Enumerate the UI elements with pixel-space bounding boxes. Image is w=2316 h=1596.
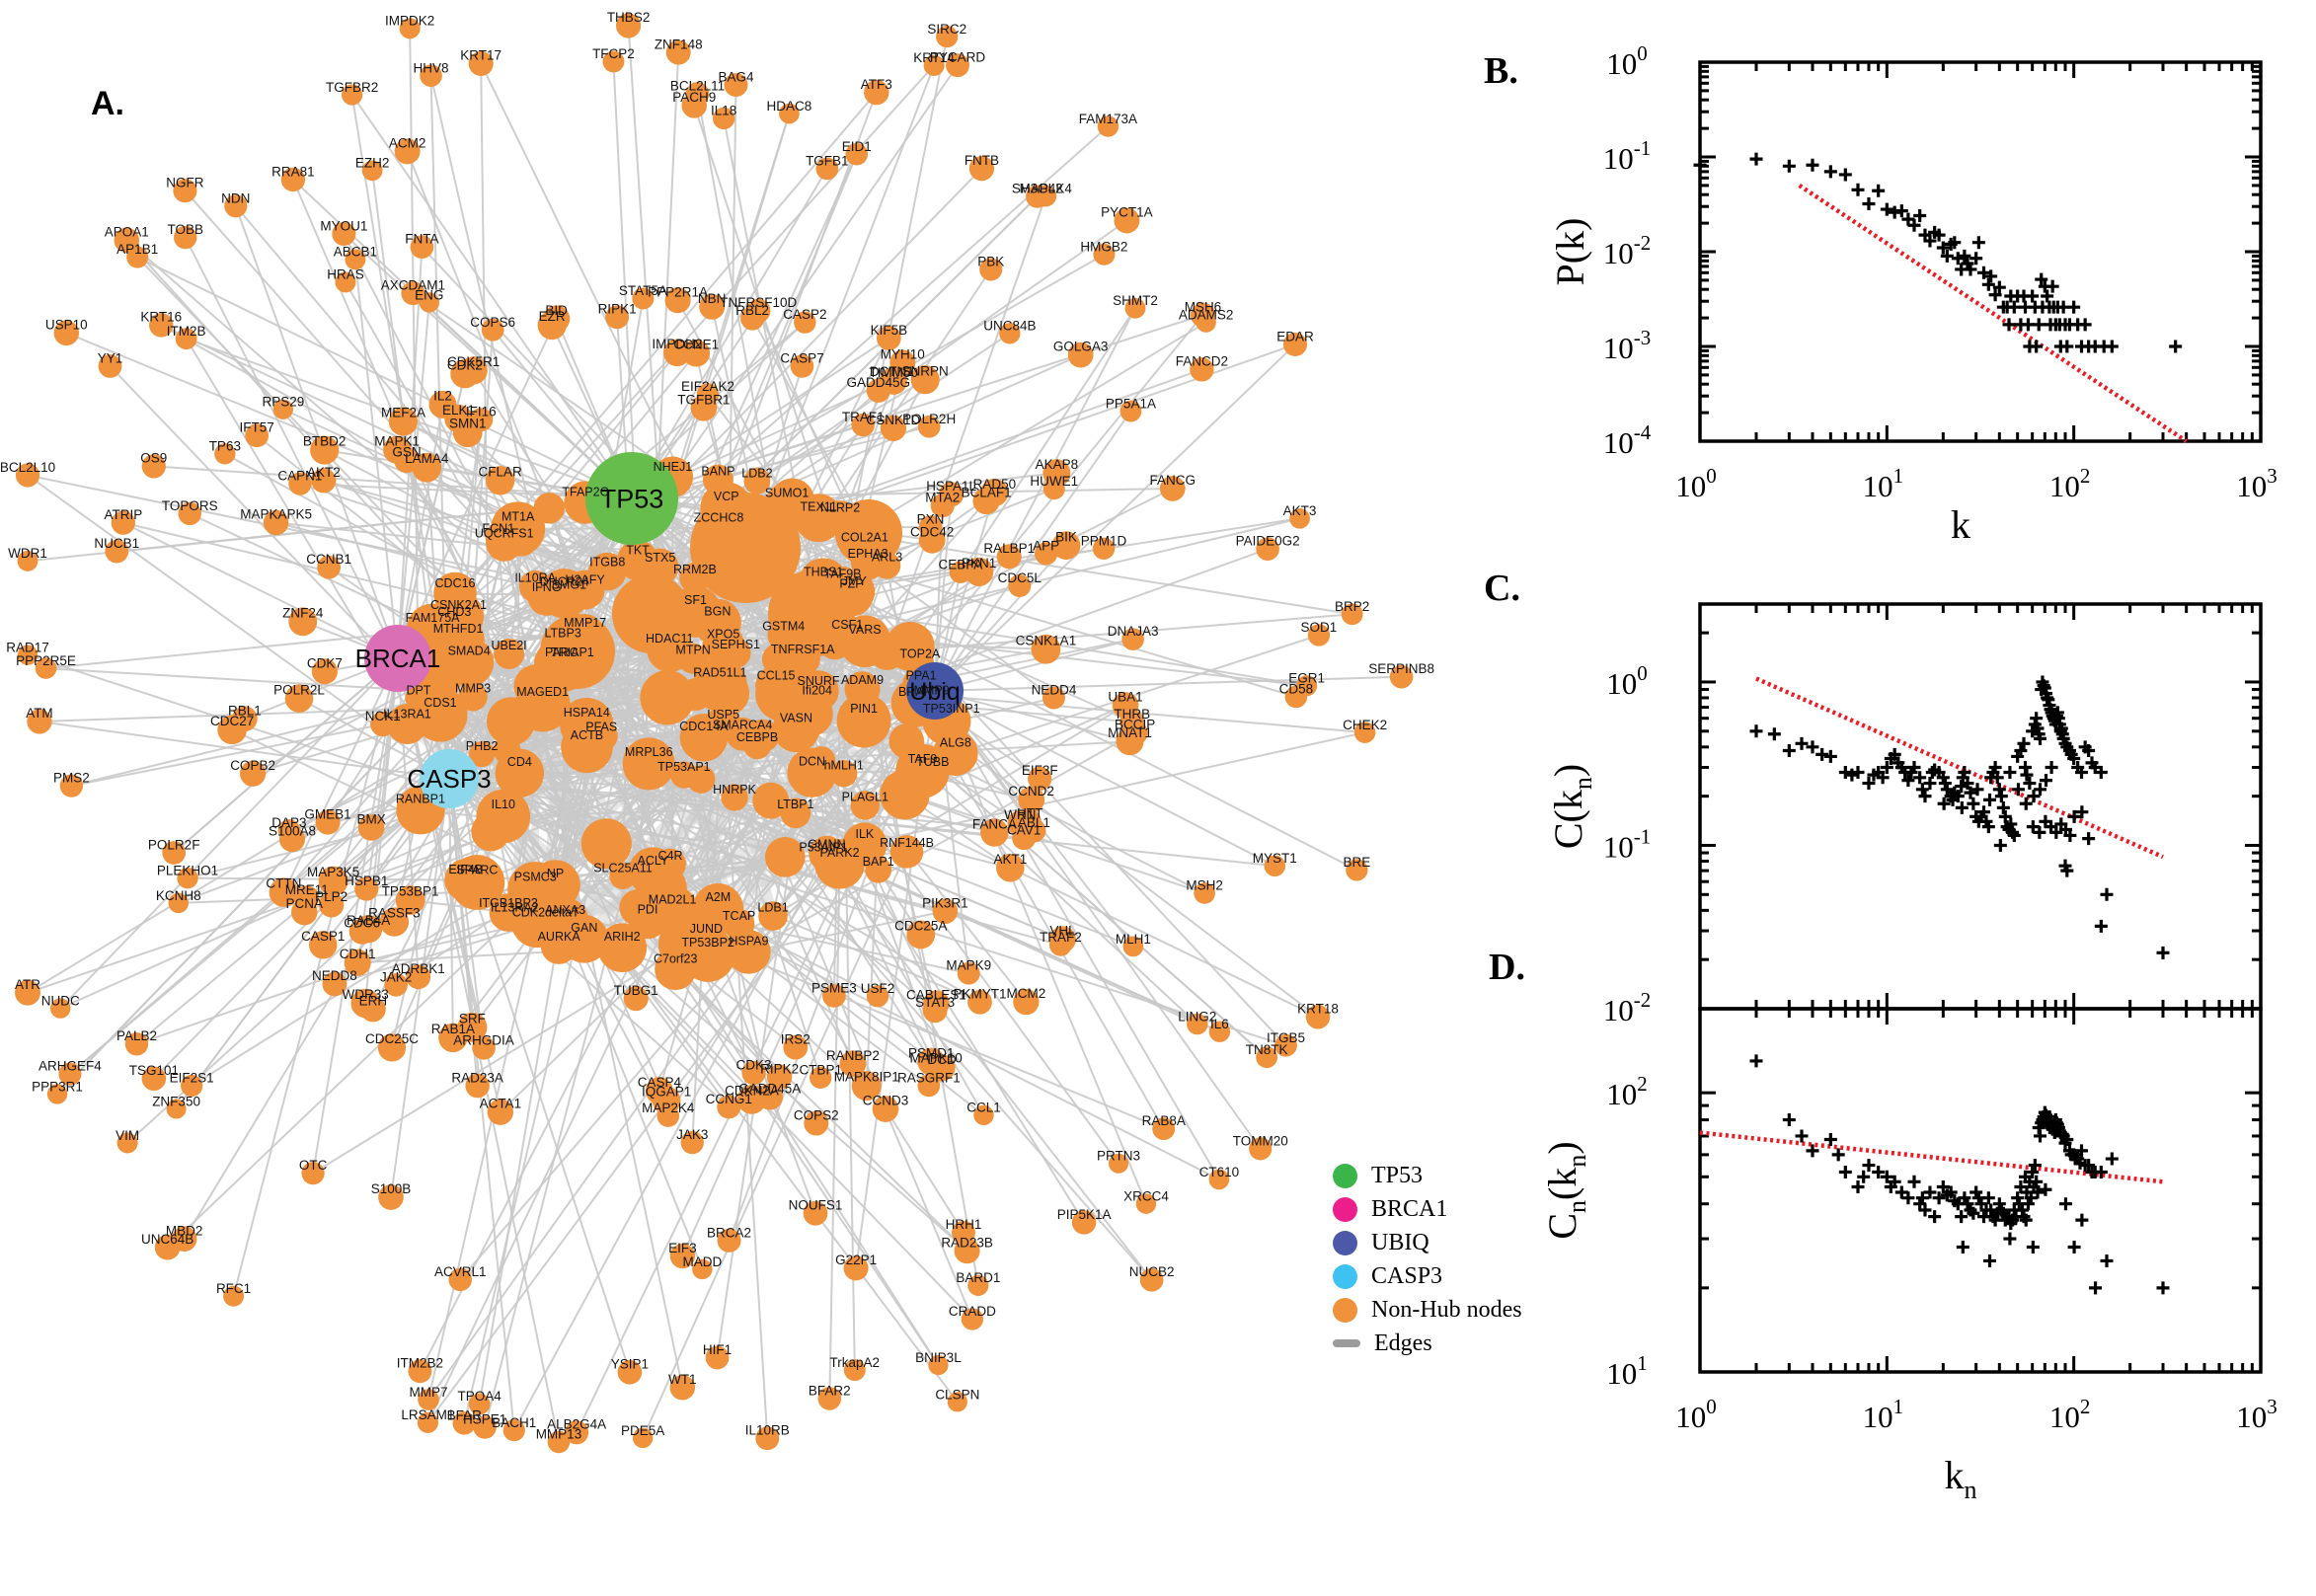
- tick-label: 10-2: [1603, 988, 1652, 1027]
- data-point: [2169, 341, 2182, 353]
- plot-frame: [1700, 62, 2261, 441]
- data-point: [2106, 341, 2119, 353]
- data-point: [1928, 1210, 1941, 1223]
- data-point: [1749, 1054, 1762, 1067]
- data-point: [1783, 160, 1796, 173]
- data-point: [2106, 1153, 2119, 1166]
- data-point: [2026, 289, 2039, 302]
- data-point: [1824, 750, 1837, 763]
- tick-label: 102: [2049, 1395, 2091, 1434]
- data-point: [2028, 790, 2041, 802]
- data-point: [2033, 318, 2046, 331]
- data-point: [2157, 1281, 2170, 1294]
- data-point: [1852, 184, 1865, 196]
- plot-D: 100 101 102 103 102 101 kn Cn(kn): [1540, 1009, 2277, 1504]
- plot-frame: [1700, 604, 2261, 1009]
- data-point: [1994, 839, 2007, 852]
- data-point: [1955, 1210, 1968, 1223]
- data-point: [2034, 1129, 2046, 1142]
- tick-label: 100: [1606, 661, 1648, 701]
- data-point: [1983, 1254, 1996, 1267]
- data-point: [1824, 165, 1837, 178]
- data-point: [1839, 766, 1852, 779]
- data-point: [1749, 724, 1762, 737]
- tick-label: 103: [2236, 1395, 2277, 1434]
- data-point: [1806, 159, 1818, 172]
- data-point: [1916, 783, 1929, 796]
- data-point: [2079, 318, 2092, 331]
- tick-label: 100: [1675, 464, 1717, 503]
- data-point: [1749, 153, 1762, 166]
- data-point: [1872, 185, 1885, 197]
- plot-B: 100 101 102 103 100 10-1 10-2 10-3 10-4 k P(k): [1548, 41, 2277, 547]
- data-point: [1908, 1176, 1921, 1188]
- data-point: [2046, 761, 2058, 774]
- y-axis-label: C(kn): [1546, 764, 1597, 849]
- data-point: [1796, 1129, 1809, 1142]
- fit-line: [1800, 186, 2187, 441]
- data-point: [2030, 341, 2043, 353]
- data-point: [2027, 1241, 2040, 1254]
- plot-C: 100 10-1 10-2 C(kn): [1546, 604, 2261, 1027]
- tick-label: 100: [1675, 1395, 1717, 1434]
- data-point: [1956, 801, 1969, 814]
- tick-label: 10-4: [1603, 420, 1652, 460]
- data-point: [1824, 1133, 1837, 1146]
- data-point: [2020, 769, 2033, 782]
- data-point: [2067, 301, 2080, 314]
- data-point: [1862, 197, 1875, 210]
- y-axis-label: P(k): [1548, 218, 1592, 286]
- data-point: [1768, 727, 1781, 740]
- data-point: [1995, 790, 2008, 802]
- data-point: [1918, 790, 1931, 802]
- tick-label: 10-1: [1603, 136, 1652, 176]
- data-point: [2082, 832, 2095, 845]
- tick-label: 101: [1863, 1395, 1904, 1434]
- data-point: [2075, 1214, 2088, 1227]
- data-point: [1967, 798, 1979, 810]
- tick-label: 102: [2049, 464, 2091, 503]
- data-point: [1832, 1148, 1845, 1161]
- data-point: [1839, 1166, 1852, 1178]
- data-point: [1862, 1159, 1875, 1172]
- tick-label: 10-3: [1603, 326, 1652, 365]
- tick-label: 10-2: [1603, 231, 1652, 270]
- data-point: [1783, 1113, 1796, 1126]
- data-point: [2039, 1183, 2051, 1196]
- data-point: [1983, 794, 1996, 806]
- plot-frame: [1700, 1009, 2261, 1372]
- data-point: [2008, 301, 2021, 314]
- data-point: [2101, 1254, 2114, 1267]
- data-point: [1997, 801, 2010, 814]
- x-axis-label: kn: [1945, 1453, 1977, 1504]
- tick-label: 100: [1606, 41, 1648, 81]
- data-point: [1982, 278, 1995, 291]
- data-point: [1972, 236, 1985, 249]
- data-point: [2023, 777, 2036, 790]
- tick-label: 101: [1863, 464, 1904, 503]
- data-point: [2157, 947, 2170, 959]
- data-point: [2003, 766, 2016, 779]
- data-point: [1957, 1241, 1969, 1254]
- data-point: [1815, 748, 1828, 761]
- data-point: [1839, 168, 1852, 181]
- data-point: [2095, 920, 2108, 933]
- data-point: [1783, 744, 1796, 757]
- tick-label: 10-1: [1603, 824, 1652, 864]
- data-point: [1895, 204, 1908, 217]
- x-axis-label: k: [1951, 502, 1970, 547]
- tick-label: 102: [1606, 1072, 1648, 1111]
- tick-label: 101: [1606, 1351, 1648, 1391]
- data-point: [2059, 1197, 2072, 1210]
- data-point: [2003, 1233, 2016, 1246]
- data-point: [2060, 341, 2073, 353]
- data-point: [2068, 1241, 2081, 1254]
- data-point: [2089, 1281, 2102, 1294]
- data-point: [2020, 798, 2033, 810]
- y-axis-label: Cn(kn): [1540, 1141, 1591, 1239]
- data-point: [2101, 888, 2114, 901]
- tick-label: 103: [2236, 464, 2277, 503]
